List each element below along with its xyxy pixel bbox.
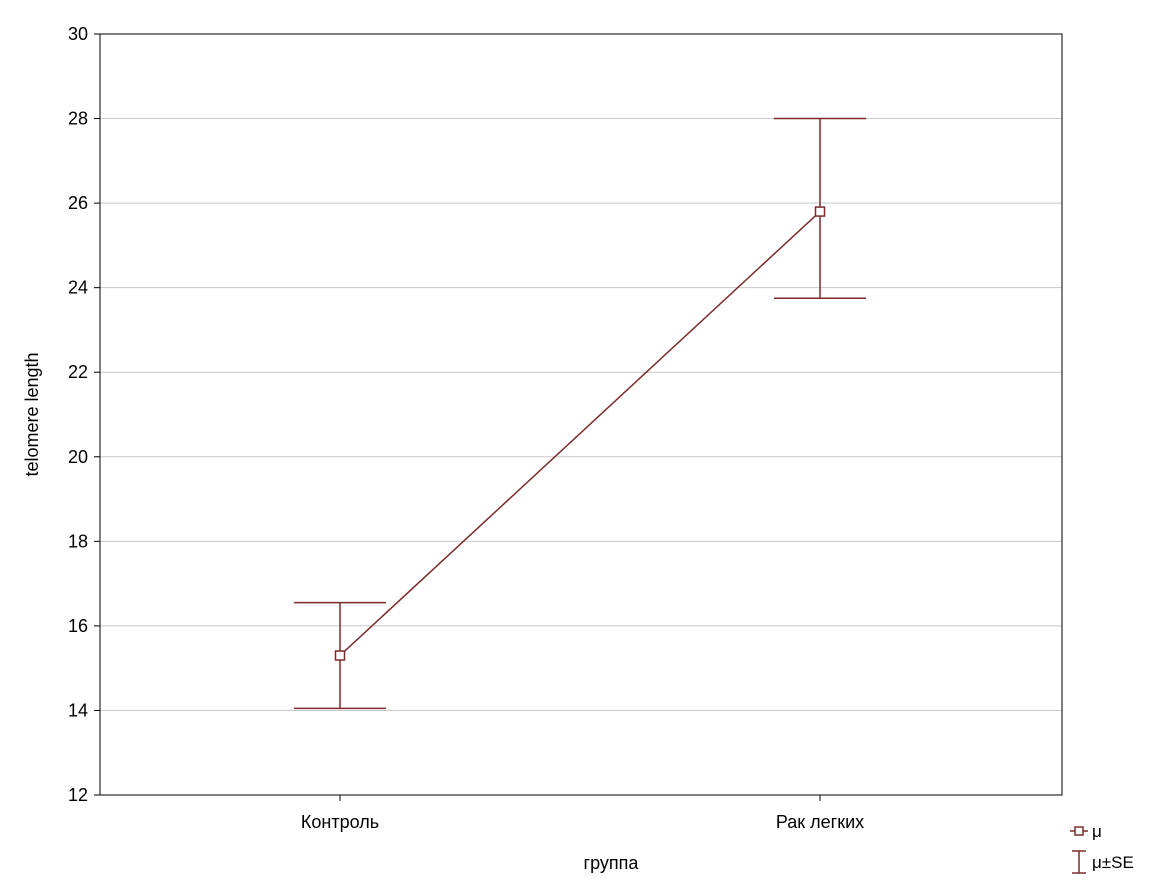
y-tick-label: 12 (68, 785, 88, 805)
y-tick-label: 16 (68, 616, 88, 636)
x-tick-label: Рак легких (776, 812, 864, 832)
y-tick-label: 18 (68, 531, 88, 551)
legend-item-se: μ±SE (1072, 850, 1134, 874)
mean-marker (814, 206, 826, 217)
y-tick-label: 22 (68, 362, 88, 382)
series-line (339, 211, 821, 657)
y-tick-label: 30 (68, 24, 88, 44)
legend-mean-label: μ (1092, 822, 1102, 841)
y-axis: 12 14 16 18 20 22 24 26 28 30 (68, 24, 100, 805)
x-axis-title: группа (584, 853, 640, 873)
legend-se-label: μ±SE (1092, 853, 1134, 872)
series-mu (294, 117, 866, 710)
y-tick-label: 14 (68, 700, 88, 720)
x-axis: Контроль Рак легких (301, 795, 864, 832)
grid (100, 118, 1062, 711)
y-tick-label: 20 (68, 447, 88, 467)
legend-item-mean: μ (1070, 822, 1102, 841)
plot-frame (99, 33, 1063, 796)
y-axis-title: telomere length (22, 352, 42, 476)
legend-mean-marker (1070, 826, 1088, 836)
x-tick-label: Контроль (301, 812, 379, 832)
legend-se-marker (1072, 850, 1086, 874)
y-tick-label: 24 (68, 278, 88, 298)
mean-marker (334, 650, 346, 661)
y-tick-label: 26 (68, 193, 88, 213)
y-tick-label: 28 (68, 109, 88, 129)
legend: μ μ±SE (1070, 822, 1134, 874)
